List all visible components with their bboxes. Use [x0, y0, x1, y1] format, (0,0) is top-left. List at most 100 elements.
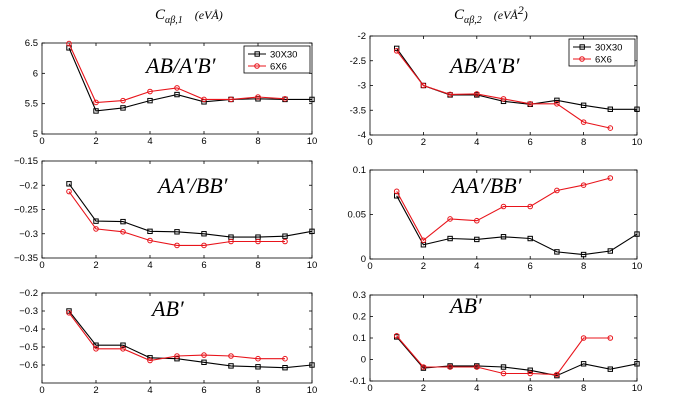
data-point-square [500, 364, 507, 370]
y-tick-label: −0.6 [19, 360, 38, 371]
y-tick-label: 0.3 [353, 290, 366, 301]
y-tick-label: −0.3 [19, 306, 38, 317]
data-point-circle [228, 96, 234, 103]
data-point-circle [580, 119, 587, 125]
data-point-circle [474, 364, 480, 370]
data-point-circle [228, 353, 234, 359]
data-point-square [201, 359, 207, 366]
data-point-circle [474, 217, 480, 224]
data-point-circle [255, 238, 261, 245]
data-point-square [580, 251, 587, 258]
data-point-square [607, 106, 613, 112]
x-tick-label: 6 [201, 136, 206, 147]
data-point-circle [393, 333, 400, 339]
data-point-circle [66, 188, 72, 195]
y-tick-label: −0.3 [19, 229, 38, 240]
y-tick-label: 5.5 [25, 99, 38, 110]
series-line-6x6 [396, 50, 611, 129]
data-point-square [580, 102, 587, 108]
data-point-circle [66, 310, 72, 316]
plot-frame [41, 292, 313, 384]
data-point-circle [580, 335, 587, 341]
data-point-circle [147, 237, 153, 244]
y-tick-label: -4 [358, 130, 366, 141]
y-tick-label: 6 [33, 68, 38, 79]
series-line-6x6 [68, 312, 285, 362]
data-point-square [527, 235, 533, 242]
x-tick-label: 8 [255, 260, 260, 271]
y-tick-label: −0.35 [14, 253, 38, 264]
data-point-circle [607, 125, 614, 131]
plot-frame [41, 42, 313, 135]
data-point-circle [447, 91, 453, 98]
data-point-circle [201, 96, 207, 103]
data-point-square [394, 45, 400, 52]
panel-annotation: AB/A′B′ [448, 53, 521, 78]
x-tick-label: 6 [528, 261, 533, 272]
data-point-square [174, 91, 180, 98]
data-point-square [147, 97, 153, 104]
panel-annotation: AA′/BB′ [156, 173, 229, 198]
legend-label: 30X30 [595, 43, 622, 54]
data-point-square [174, 229, 180, 235]
y-tick-label: -0.1 [350, 376, 366, 387]
x-tick-label: 10 [632, 261, 643, 272]
panel-annotation: AA′/BB′ [450, 173, 523, 198]
x-tick-label: 10 [307, 136, 318, 147]
y-tick-label: -3 [358, 81, 366, 92]
data-point-circle [201, 242, 207, 249]
left-header-subscript: αβ,1 [165, 15, 183, 26]
x-tick-label: 2 [93, 260, 98, 271]
data-point-square [554, 249, 560, 255]
series-line-30x30 [68, 183, 313, 238]
legend-box [243, 45, 311, 74]
data-point-circle [174, 353, 180, 359]
data-point-circle [554, 371, 560, 378]
data-point-circle [282, 238, 288, 245]
series-line-6x6 [396, 177, 611, 242]
x-tick-label: 4 [474, 137, 479, 148]
x-tick-label: 4 [147, 136, 152, 147]
chart-panel-c1_aabb: 0 2 4 6 8 10 −0.35 −0.3 −0.25 −0.2 −0.15 AA′/BB′ [14, 156, 317, 271]
legend-marker-circle [579, 56, 585, 62]
x-tick-label: 6 [528, 383, 533, 394]
x-tick-label: 8 [581, 261, 586, 272]
x-tick-label: 0 [367, 261, 372, 272]
legend-label: 30X30 [270, 50, 297, 61]
y-tick-label: −0.2 [19, 288, 38, 299]
x-tick-label: 10 [307, 385, 318, 396]
y-tick-label: −0.2 [19, 180, 38, 191]
data-point-circle [255, 94, 261, 100]
y-tick-label: −0.25 [14, 205, 38, 216]
data-point-square [309, 228, 315, 235]
legend-marker-square [254, 51, 260, 57]
data-point-square [634, 106, 640, 112]
data-point-square [607, 248, 613, 254]
data-point-circle [147, 357, 153, 364]
series-line-30x30 [68, 310, 313, 369]
data-point-square [474, 236, 480, 243]
x-tick-label: 4 [147, 260, 152, 271]
data-point-square [447, 235, 453, 242]
x-tick-label: 4 [474, 383, 479, 394]
data-point-circle [607, 335, 614, 341]
data-point-circle [474, 91, 480, 97]
y-tick-label: 6.5 [25, 38, 38, 49]
data-point-circle [447, 216, 453, 222]
data-point-circle [580, 182, 587, 188]
y-tick-label: 5 [33, 129, 38, 140]
y-tick-label: -2.5 [350, 56, 366, 67]
x-tick-label: 6 [528, 137, 533, 148]
data-point-circle [420, 82, 427, 89]
data-point-circle [282, 96, 288, 102]
legend-label: 6X6 [595, 55, 612, 66]
data-point-circle [93, 99, 99, 106]
data-point-square [634, 231, 640, 237]
left-header-symbol: C [155, 7, 166, 23]
y-tick-label: -2 [358, 31, 366, 42]
data-point-square [255, 364, 261, 370]
y-tick-label: 0.05 [348, 210, 367, 221]
